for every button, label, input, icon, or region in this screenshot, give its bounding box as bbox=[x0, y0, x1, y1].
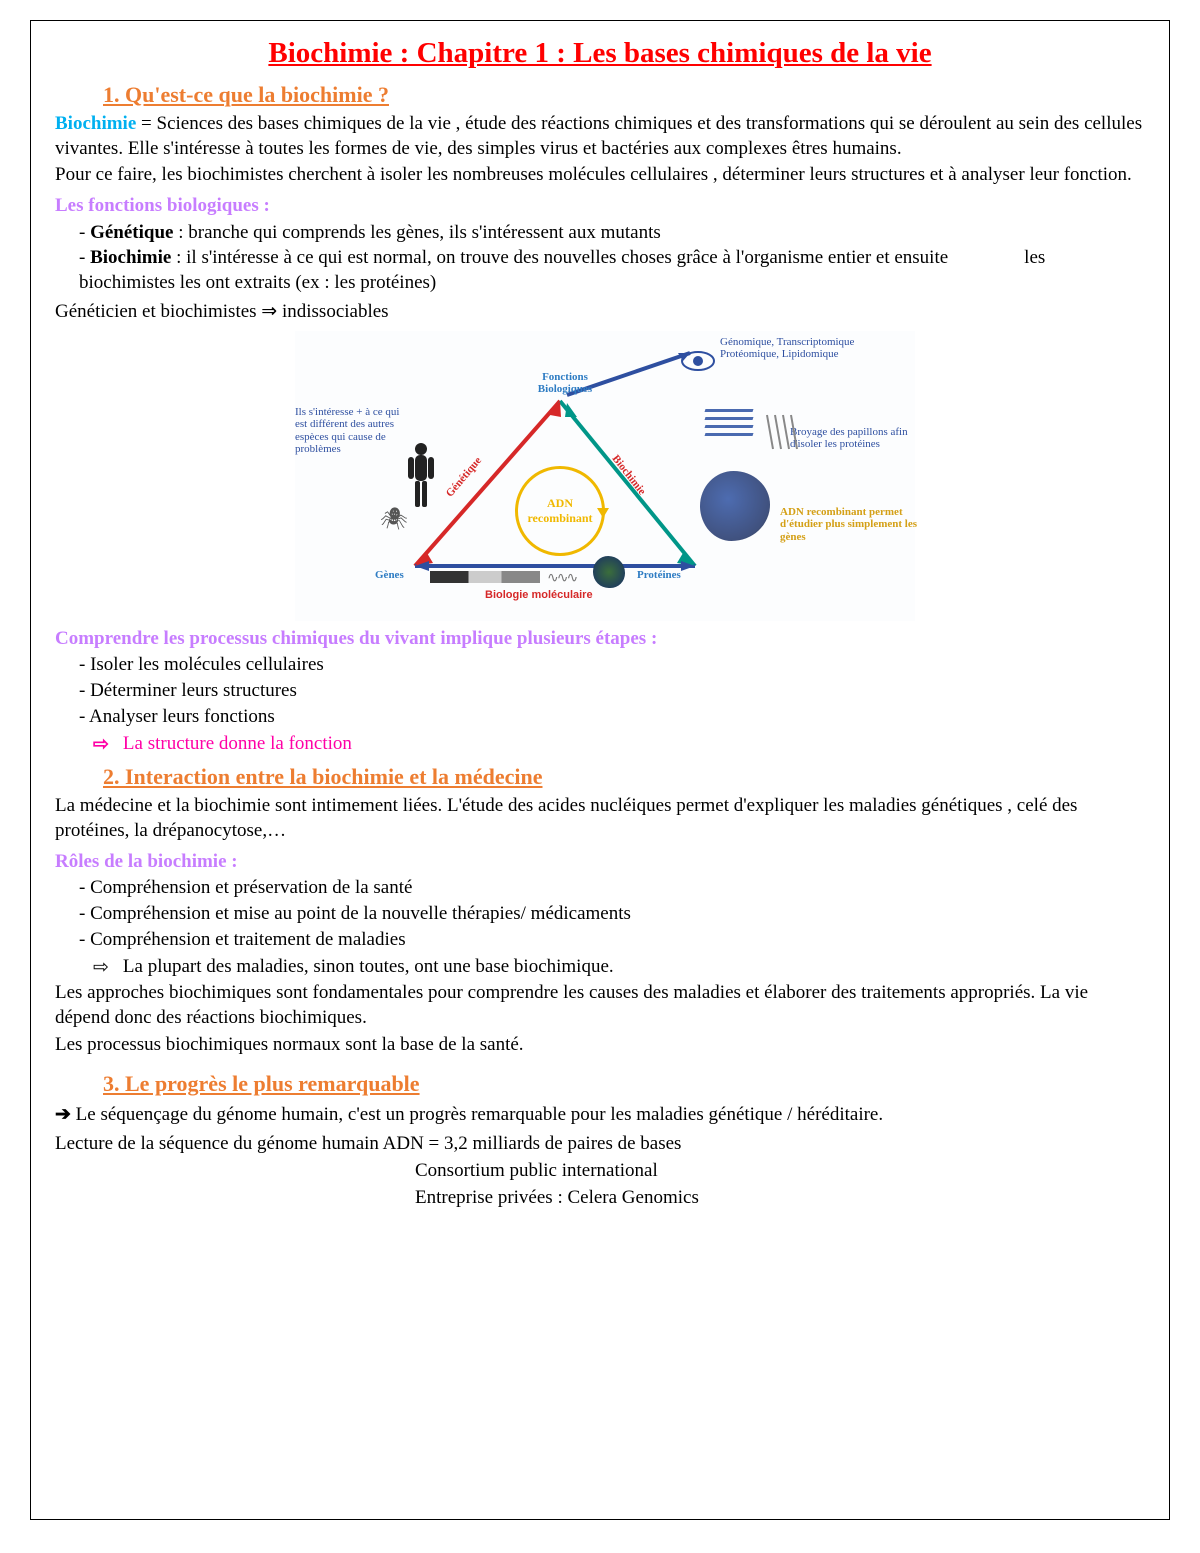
main-title: Biochimie : Chapitre 1 : Les bases chimi… bbox=[55, 37, 1145, 70]
section-3-heading: 3. Le progrès le plus remarquable bbox=[103, 1071, 1145, 1097]
ann-right1: Broyage des papillons afin d'isoler les … bbox=[790, 426, 920, 451]
s3-p1: Lecture de la séquence du génome humain … bbox=[55, 1132, 1145, 1157]
s1-definition: Biochimie = Sciences des bases chimiques… bbox=[55, 112, 1145, 161]
biochimie-text: : il s'intéresse à ce qui est normal, on… bbox=[79, 247, 1050, 293]
s3-arrow-line: ➔ Le séquençage du génome humain, c'est … bbox=[55, 1103, 1145, 1128]
s2-sub: Rôles de la biochimie : bbox=[55, 850, 1145, 875]
adn-circle: ADN recombinant bbox=[515, 466, 605, 556]
section-2-title: Interaction entre la biochimie et la méd… bbox=[125, 764, 543, 789]
s1-def2: Pour ce faire, les biochimistes cherchen… bbox=[55, 163, 1145, 188]
squiggle-icon: ∿∿∿ bbox=[547, 569, 576, 586]
ann-top: Génomique, Transcriptomique Protéomique,… bbox=[720, 336, 890, 361]
genetique-text: : branche qui comprends les gènes, ils s… bbox=[173, 222, 660, 243]
section-2-num: 2. bbox=[103, 764, 120, 789]
genetique-label: Génétique bbox=[90, 222, 173, 243]
s2-arrow-text: La plupart des maladies, sinon toutes, o… bbox=[123, 956, 614, 979]
s1-def-text: = Sciences des bases chimiques de la vie… bbox=[55, 113, 1142, 159]
document-page: Biochimie : Chapitre 1 : Les bases chimi… bbox=[30, 20, 1170, 1520]
arrow-icon: ⇨ bbox=[93, 956, 109, 979]
s3-p3: Entreprise privées : Celera Genomics bbox=[415, 1186, 1145, 1211]
circle-arrow-icon bbox=[597, 508, 609, 518]
arrow-icon: ⇨ bbox=[93, 733, 109, 756]
arrow-icon: ➔ bbox=[55, 1104, 76, 1125]
section-1-heading: 1. Qu'est-ce que la biochimie ? bbox=[103, 82, 1145, 108]
s1-arrow-text: La structure donne la fonction bbox=[123, 733, 352, 756]
biochimie-label: Biochimie bbox=[90, 247, 171, 268]
ann-left: Ils s'intéresse + à ce qui est différent… bbox=[295, 406, 405, 457]
vertex-left: Gènes bbox=[375, 569, 404, 582]
s2-p3: Les processus biochimiques normaux sont … bbox=[55, 1033, 1145, 1058]
list-item: Biochimie : il s'intéresse à ce qui est … bbox=[79, 246, 1145, 295]
list-item: Analyser leurs fonctions bbox=[79, 705, 1145, 730]
dna-bar-icon bbox=[430, 571, 540, 583]
vertex-top: Fonctions Biologiques bbox=[510, 371, 620, 396]
s3-p2: Consortium public international bbox=[415, 1159, 1145, 1184]
gel-lines-icon bbox=[705, 409, 753, 447]
s1-sub1: Les fonctions biologiques : bbox=[55, 194, 1145, 219]
ann-right2: ADN recombinant permet d'étudier plus si… bbox=[780, 506, 920, 544]
s3-arrow-text: Le séquençage du génome humain, c'est un… bbox=[76, 1104, 883, 1125]
s2-p1: La médecine et la biochimie sont intimem… bbox=[55, 794, 1145, 843]
biochimie-term: Biochimie bbox=[55, 113, 136, 134]
section-3-title: Le progrès le plus remarquable bbox=[125, 1071, 420, 1096]
s1-sub2: Comprendre les processus chimiques du vi… bbox=[55, 627, 1145, 652]
pipettes-icon bbox=[763, 413, 803, 453]
section-1-title: Qu'est-ce que la biochimie ? bbox=[125, 82, 389, 107]
list-item: Compréhension et préservation de la sant… bbox=[79, 876, 1145, 901]
triangle-diagram: Ils s'intéresse + à ce qui est différent… bbox=[295, 331, 915, 621]
vertex-right: Protéines bbox=[637, 569, 681, 582]
section-1-num: 1. bbox=[103, 82, 120, 107]
s1-steps-list: Isoler les molécules cellulaires Détermi… bbox=[79, 653, 1145, 729]
adn-label: ADN recombinant bbox=[527, 496, 592, 526]
list-item: Déterminer leurs structures bbox=[79, 679, 1145, 704]
s2-arrow-line: ⇨ La plupart des maladies, sinon toutes,… bbox=[93, 956, 1145, 979]
list-item: Compréhension et traitement de maladies bbox=[79, 928, 1145, 953]
list-item: Compréhension et mise au point de la nou… bbox=[79, 902, 1145, 927]
human-icon bbox=[405, 441, 437, 509]
insect-icon: 🕷 bbox=[380, 506, 408, 532]
s1-functions-list: Génétique : branche qui comprends les gè… bbox=[79, 221, 1145, 296]
s2-roles-list: Compréhension et préservation de la sant… bbox=[79, 876, 1145, 952]
list-item: Génétique : branche qui comprends les gè… bbox=[79, 221, 1145, 246]
arrowhead-icon bbox=[565, 403, 577, 417]
section-2-heading: 2. Interaction entre la biochimie et la … bbox=[103, 764, 1145, 790]
s2-p2: Les approches biochimiques sont fondamen… bbox=[55, 981, 1145, 1030]
s1-arrow-line: ⇨ La structure donne la fonction bbox=[93, 733, 1145, 756]
bottom-label: Biologie moléculaire bbox=[485, 589, 593, 602]
s1-genbio: Généticien et biochimistes ⇒ indissociab… bbox=[55, 300, 1145, 325]
section-3-num: 3. bbox=[103, 1071, 120, 1096]
list-item: Isoler les molécules cellulaires bbox=[79, 653, 1145, 678]
small-protein-icon bbox=[593, 556, 625, 588]
eye-icon bbox=[680, 349, 716, 373]
